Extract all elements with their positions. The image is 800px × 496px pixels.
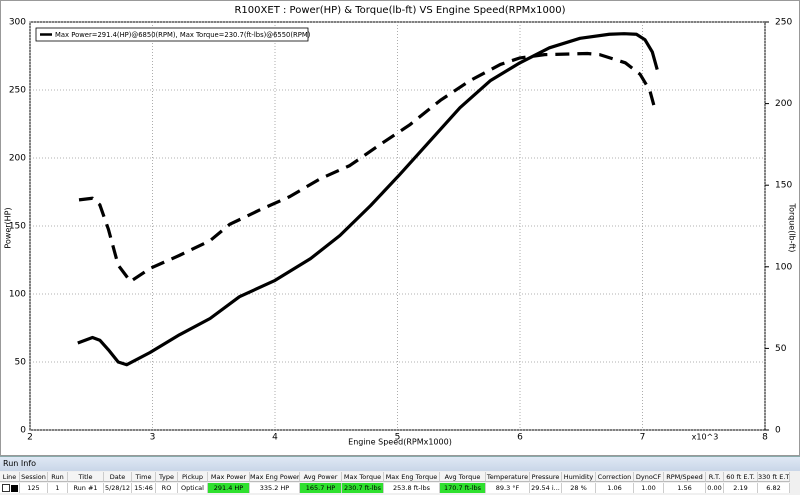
chart-title: R100XET : Power(HP) & Torque(lb-ft) VS E… <box>234 5 565 16</box>
y-axis-label: Power(HP) <box>4 207 13 248</box>
column-header[interactable]: Type <box>156 472 178 482</box>
cell: 15:46 <box>132 483 156 493</box>
y2-tick-label: 150 <box>775 181 792 191</box>
column-header[interactable]: Max Torque <box>342 472 384 482</box>
run-info-panel: Run Info Line Session 125 Run 1 Title Run #1 Da… <box>0 456 800 495</box>
chart: R100XET : Power(HP) & Torque(lb-ft) VS E… <box>0 0 800 456</box>
cell: RO <box>156 483 178 493</box>
x-tick-label: 7 <box>640 433 646 443</box>
column-header[interactable]: Line <box>0 472 20 482</box>
y-tick-label: 50 <box>15 358 27 368</box>
line-swatch[interactable] <box>0 483 20 493</box>
column-header[interactable]: Max Eng Power <box>250 472 300 482</box>
cell: 0.00 <box>706 483 724 493</box>
cell: 125 <box>20 483 48 493</box>
y-tick-label: 250 <box>9 86 26 96</box>
column-header[interactable]: Max Power <box>208 472 250 482</box>
cell: Optical <box>178 483 208 493</box>
column-header[interactable]: RPM/Speed <box>664 472 706 482</box>
cell: 1.56 <box>664 483 706 493</box>
cell: 89.3 °F <box>486 483 530 493</box>
x-tick-label: 4 <box>272 433 278 443</box>
y2-axis-label: Torque(lb-ft) <box>788 203 797 253</box>
cell: 1.00 <box>634 483 664 493</box>
column-header[interactable]: 330 ft E.T. <box>758 472 790 482</box>
legend-box <box>35 27 309 42</box>
cell: 28 % <box>562 483 596 493</box>
cell: 5/28/12 <box>104 483 132 493</box>
cell: 2.19 <box>724 483 758 493</box>
cell: 165.7 HP <box>300 483 342 493</box>
column-header[interactable]: Max Eng Torque <box>384 472 440 482</box>
series-line <box>78 51 657 284</box>
column-header[interactable]: Date <box>104 472 132 482</box>
cell: 291.4 HP <box>208 483 250 493</box>
cell: 6.82 <box>758 483 790 493</box>
x-tick-label: 3 <box>150 433 156 443</box>
cell: 1.06 <box>596 483 634 493</box>
column-header[interactable]: Run <box>48 472 68 482</box>
legend-text: Max Power=291.4(HP)@6850(RPM), Max Torqu… <box>55 31 311 39</box>
column-header[interactable]: Humidity <box>562 472 596 482</box>
x-tick-label: 8 <box>762 433 768 443</box>
run-info-table: Line Session 125 Run 1 Title Run #1 Date 5/28/12… <box>0 471 800 496</box>
y2-tick-label: 0 <box>775 426 781 436</box>
column-header[interactable]: Avg Torque <box>440 472 486 482</box>
column-header[interactable]: Pressure <box>530 472 562 482</box>
column-header[interactable]: Avg Power <box>300 472 342 482</box>
y-tick-label: 150 <box>9 222 26 232</box>
x-tick-label: 2 <box>27 433 33 443</box>
column-header[interactable]: Session <box>20 472 48 482</box>
series-line <box>77 32 659 367</box>
cell: 253.8 ft-lbs <box>384 483 440 493</box>
column-header[interactable]: Pickup <box>178 472 208 482</box>
column-header[interactable]: Time <box>132 472 156 482</box>
column-header[interactable]: R.T. <box>706 472 724 482</box>
column-header[interactable]: Correction <box>596 472 634 482</box>
cell: 335.2 HP <box>250 483 300 493</box>
cell: 170.7 ft-lbs <box>440 483 486 493</box>
column-header[interactable]: DynoCF <box>634 472 664 482</box>
y2-tick-label: 250 <box>775 18 792 28</box>
y2-tick-label: 50 <box>775 344 787 354</box>
column-header[interactable]: Title <box>68 472 104 482</box>
y2-tick-label: 200 <box>775 99 792 109</box>
x-axis-label: Engine Speed(RPMx1000) <box>348 438 452 447</box>
cell: 1 <box>48 483 68 493</box>
y-tick-label: 300 <box>9 18 26 28</box>
y-tick-label: 100 <box>9 290 26 300</box>
cell: 29.54 i... <box>530 483 562 493</box>
column-header[interactable]: Temperature <box>486 472 530 482</box>
y-tick-label: 200 <box>9 154 26 164</box>
x-tick-label: 5 <box>395 433 401 443</box>
column-header[interactable]: 60 ft E.T. <box>724 472 758 482</box>
x-tick-label: 6 <box>517 433 523 443</box>
y-tick-label: 0 <box>20 426 26 436</box>
run-info-title: Run Info <box>0 456 800 471</box>
y2-tick-label: 100 <box>775 262 792 272</box>
cell: 230.7 ft-lbs <box>342 483 384 493</box>
cell: Run #1 <box>68 483 104 493</box>
x-annotation: x10^3 <box>692 433 719 442</box>
